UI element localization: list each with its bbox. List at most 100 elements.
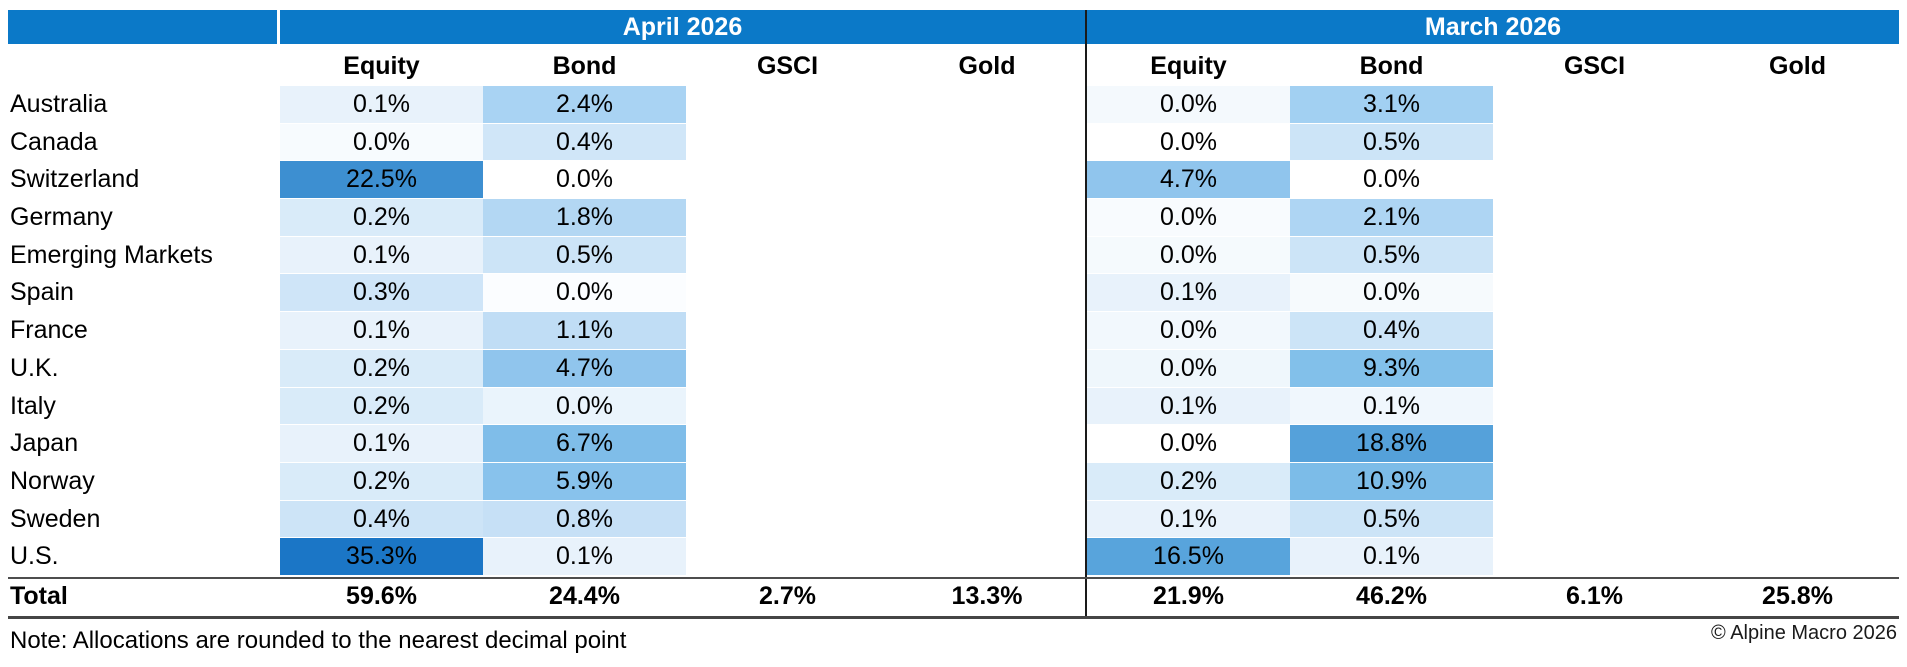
row-label: U.K. [8,349,280,388]
allocation-cell-march-equity: 0.0% [1087,123,1290,162]
allocation-cell-april-bond: 6.7% [483,425,686,463]
row-label: U.S. [8,538,280,576]
allocation-cell-april-bond: 5.9% [483,462,686,501]
row-label-header [8,46,280,86]
april-gold-header: Gold [958,52,1016,80]
allocation-cell-march-equity: 0.2% [1087,462,1290,501]
allocation-cell-march-bond: 0.0% [1290,274,1493,313]
allocation-cell-april-gold [889,199,1085,237]
footnote: Note: Allocations are rounded to the nea… [10,627,627,654]
allocation-cell-april-equity: 0.0% [280,123,483,162]
allocation-cell-march-gsci [1493,425,1696,463]
allocation-cell-march-gold [1696,388,1899,426]
copyright-text: © Alpine Macro 2026 [1711,622,1897,644]
allocation-cell-april-bond: 0.0% [483,161,686,200]
total-march-gsci: 6.1% [1566,582,1623,610]
allocation-cell-march-equity: 0.1% [1087,500,1290,539]
march-gsci-header: GSCI [1563,52,1626,80]
allocation-cell-april-gsci [686,463,889,501]
allocation-cell-april-gold [889,538,1085,576]
row-label: Emerging Markets [8,236,280,275]
allocation-cell-march-gsci [1493,237,1696,275]
allocation-cell-march-bond: 0.5% [1290,123,1493,162]
allocation-cell-april-equity: 22.5% [280,161,483,200]
row-label: France [8,312,280,350]
allocation-cell-april-equity: 0.2% [280,387,483,426]
allocation-cell-march-gold [1696,312,1899,350]
allocation-cell-april-equity: 0.2% [280,349,483,388]
month-group-divider [1085,10,1087,617]
allocation-cell-april-gsci [686,86,889,124]
total-march-bond: 46.2% [1356,582,1427,610]
allocation-cell-march-gold [1696,538,1899,576]
allocation-cell-april-gold [889,86,1085,124]
allocation-cell-april-bond: 1.8% [483,199,686,237]
allocation-cell-march-gsci [1493,463,1696,501]
allocation-cell-april-equity: 0.1% [280,425,483,463]
allocation-cell-april-gold [889,388,1085,426]
march-gold-header: Gold [1769,52,1826,80]
allocation-cell-april-equity: 0.4% [280,500,483,539]
allocation-cell-april-gsci [686,199,889,237]
allocation-cell-march-gsci [1493,388,1696,426]
allocation-cell-march-gold [1696,237,1899,275]
march-2026-header: March 2026 [1087,10,1899,44]
allocation-cell-march-equity: 0.0% [1087,199,1290,237]
allocation-cell-april-gsci [686,274,889,313]
april-bond-header: Bond [552,52,617,80]
allocation-cell-march-bond: 0.0% [1290,161,1493,200]
allocation-cell-april-equity: 0.2% [280,462,483,501]
allocation-cell-march-equity: 0.1% [1087,274,1290,313]
allocation-cell-april-equity: 0.3% [280,274,483,313]
allocation-cell-april-bond: 0.8% [483,500,686,539]
allocation-cell-april-gsci [686,161,889,200]
allocation-cell-april-gold [889,463,1085,501]
row-label: Australia [8,86,280,124]
total-label: Total [10,582,68,610]
allocation-cell-april-equity: 0.1% [280,86,483,124]
allocation-cell-march-bond: 3.1% [1290,86,1493,124]
allocation-cell-april-equity: 0.2% [280,199,483,237]
allocation-cell-april-gsci [686,425,889,463]
allocation-cell-march-bond: 2.1% [1290,199,1493,237]
allocation-cell-april-gsci [686,388,889,426]
allocation-cell-march-gold [1696,463,1899,501]
allocation-cell-march-gold [1696,124,1899,162]
table-body: Australia 0.1% 2.4% 0.0% 3.1% Canada 0.0% 0.4% 0… [8,86,1899,576]
allocation-cell-april-gold [889,274,1085,313]
allocation-cell-april-equity: 0.1% [280,236,483,275]
allocation-cell-april-bond: 0.0% [483,274,686,313]
allocation-cell-march-gsci [1493,86,1696,124]
march-equity-header: Equity [1150,52,1227,80]
row-label: Canada [8,123,280,162]
allocation-cell-april-bond: 0.4% [483,123,686,162]
allocation-cell-april-gsci [686,501,889,539]
allocation-cell-april-bond: 1.1% [483,312,686,350]
allocation-cell-march-gsci [1493,312,1696,350]
allocation-cell-march-gsci [1493,124,1696,162]
allocation-cell-march-equity: 0.0% [1087,312,1290,350]
allocation-cell-march-equity: 0.0% [1087,349,1290,388]
allocation-cell-april-gsci [686,538,889,576]
allocation-cell-april-gold [889,124,1085,162]
allocation-cell-march-equity: 0.1% [1087,387,1290,426]
allocation-cell-april-bond: 0.1% [483,538,686,576]
allocation-cell-march-gsci [1493,161,1696,200]
march-2026-label: March 2026 [1424,12,1562,41]
allocation-cell-march-bond: 18.8% [1290,425,1493,463]
allocation-cell-march-bond: 0.1% [1290,538,1493,576]
allocation-cell-march-bond: 0.1% [1290,387,1493,426]
allocation-cell-march-bond: 0.5% [1290,500,1493,539]
allocation-cell-march-equity: 0.0% [1087,425,1290,463]
april-equity-header: Equity [343,52,420,80]
allocation-cell-march-bond: 0.4% [1290,312,1493,350]
allocation-cell-april-gold [889,312,1085,350]
total-march-equity: 21.9% [1153,582,1224,610]
allocation-cell-march-gsci [1493,501,1696,539]
allocation-cell-april-bond: 2.4% [483,86,686,124]
allocation-cell-march-bond: 0.5% [1290,236,1493,275]
row-label: Japan [8,425,280,463]
header-band-stub [8,10,277,44]
allocation-cell-april-gold [889,237,1085,275]
april-2026-label: April 2026 [622,12,743,41]
